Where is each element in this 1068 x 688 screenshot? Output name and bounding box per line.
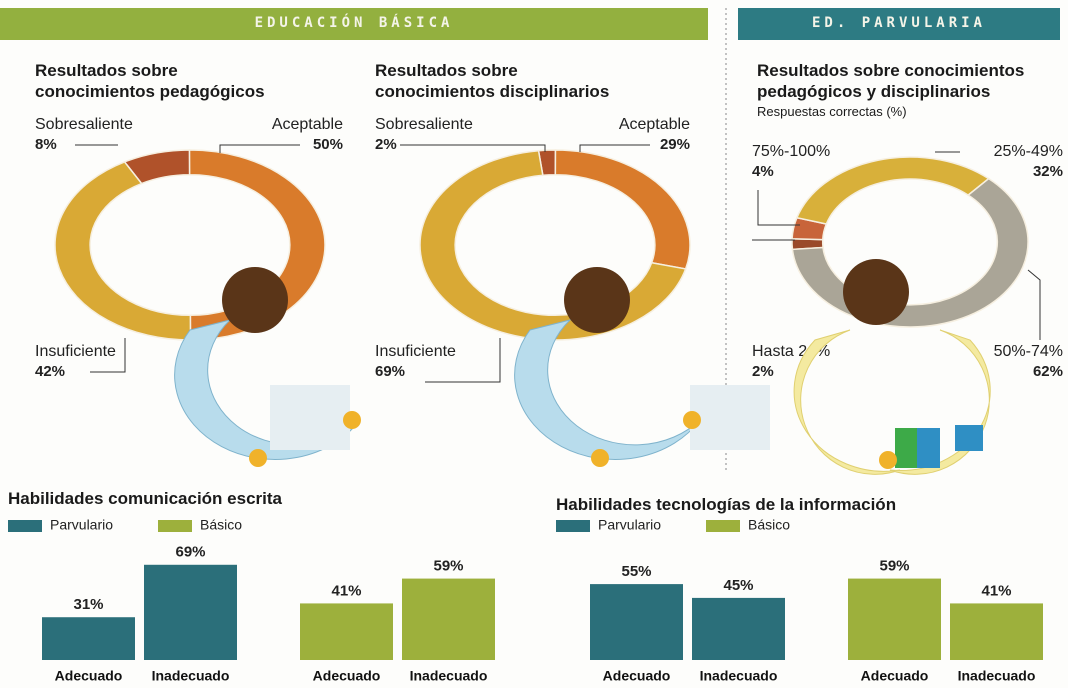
chart-title: Habilidades tecnologías de la informació… — [556, 494, 896, 515]
section-banner: EDUCACIÓN BÁSICA — [0, 8, 708, 38]
figure — [515, 267, 770, 467]
section-banner: ED. PARVULARIA — [738, 8, 1060, 38]
illustrations — [0, 0, 1068, 688]
chart-title: Resultados sobre conocimientos pedagógic… — [35, 60, 275, 102]
chart-title: Habilidades comunicación escrita — [8, 488, 282, 509]
chart-title: Resultados sobre conocimientos disciplin… — [375, 60, 615, 102]
infographic: Sobresaliente8%Aceptable50%Insuficiente4… — [0, 0, 1068, 688]
figure — [794, 259, 990, 474]
chart-title: Resultados sobre conocimientos pedagógic… — [757, 60, 1068, 102]
figure — [175, 267, 361, 467]
chart-subtitle: Respuestas correctas (%) — [757, 104, 907, 119]
